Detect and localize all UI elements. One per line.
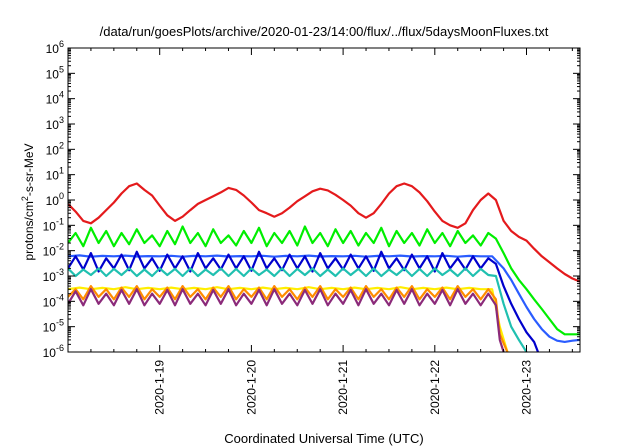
chart-title: /data/run/goesPlots/archive/2020-01-23/1… xyxy=(100,24,549,39)
y-tick-label: 10-5 xyxy=(43,318,64,335)
series-line-7 xyxy=(68,285,509,352)
y-tick-labels: 10-6 10-5 10-4 10-3 10-2 10-1 100 101 102 103 104 1… xyxy=(43,39,64,360)
y-tick-label: 104 xyxy=(46,90,64,107)
x-tick-label: 2020-1-23 xyxy=(520,360,534,415)
y-axis-label: protons/cm2-s-sr-MeV xyxy=(20,143,36,260)
y-tick-label: 105 xyxy=(46,64,64,81)
x-tick-labels: 2020-1-19 2020-1-20 2020-1-21 2020-1-22 2020… xyxy=(153,360,534,415)
y-axis-label-post: -s-sr-MeV xyxy=(22,143,36,196)
series-group xyxy=(68,182,580,352)
axis-ticks xyxy=(68,47,580,353)
x-tick-label: 2020-1-21 xyxy=(336,360,350,415)
y-axis-label-sup: 2 xyxy=(20,196,30,201)
y-tick-label: 103 xyxy=(46,115,64,132)
x-tick-label: 2020-1-22 xyxy=(428,360,442,415)
x-tick-label: 2020-1-20 xyxy=(244,360,258,415)
y-tick-label: 10-3 xyxy=(43,267,64,284)
series-line-2 xyxy=(68,225,580,336)
y-tick-label: 106 xyxy=(46,39,64,56)
y-tick-label: 10-6 xyxy=(43,343,64,360)
y-tick-label: 102 xyxy=(46,140,64,157)
plot-frame xyxy=(67,47,581,353)
series-line-1 xyxy=(68,182,580,283)
x-tick-label: 2020-1-19 xyxy=(153,360,167,415)
y-tick-label: 10-4 xyxy=(43,292,64,309)
series-line-5 xyxy=(68,267,528,352)
y-tick-label: 10-2 xyxy=(43,242,64,259)
series-line-8 xyxy=(68,288,505,352)
y-axis-label-pre: protons/cm xyxy=(22,201,36,260)
series-line-3 xyxy=(68,254,580,343)
series-line-4 xyxy=(68,250,540,352)
y-tick-label: 101 xyxy=(46,166,64,183)
y-tick-label: 100 xyxy=(46,191,64,208)
y-tick-label: 10-1 xyxy=(43,216,64,233)
x-axis-label: Coordinated Universal Time (UTC) xyxy=(224,431,423,446)
